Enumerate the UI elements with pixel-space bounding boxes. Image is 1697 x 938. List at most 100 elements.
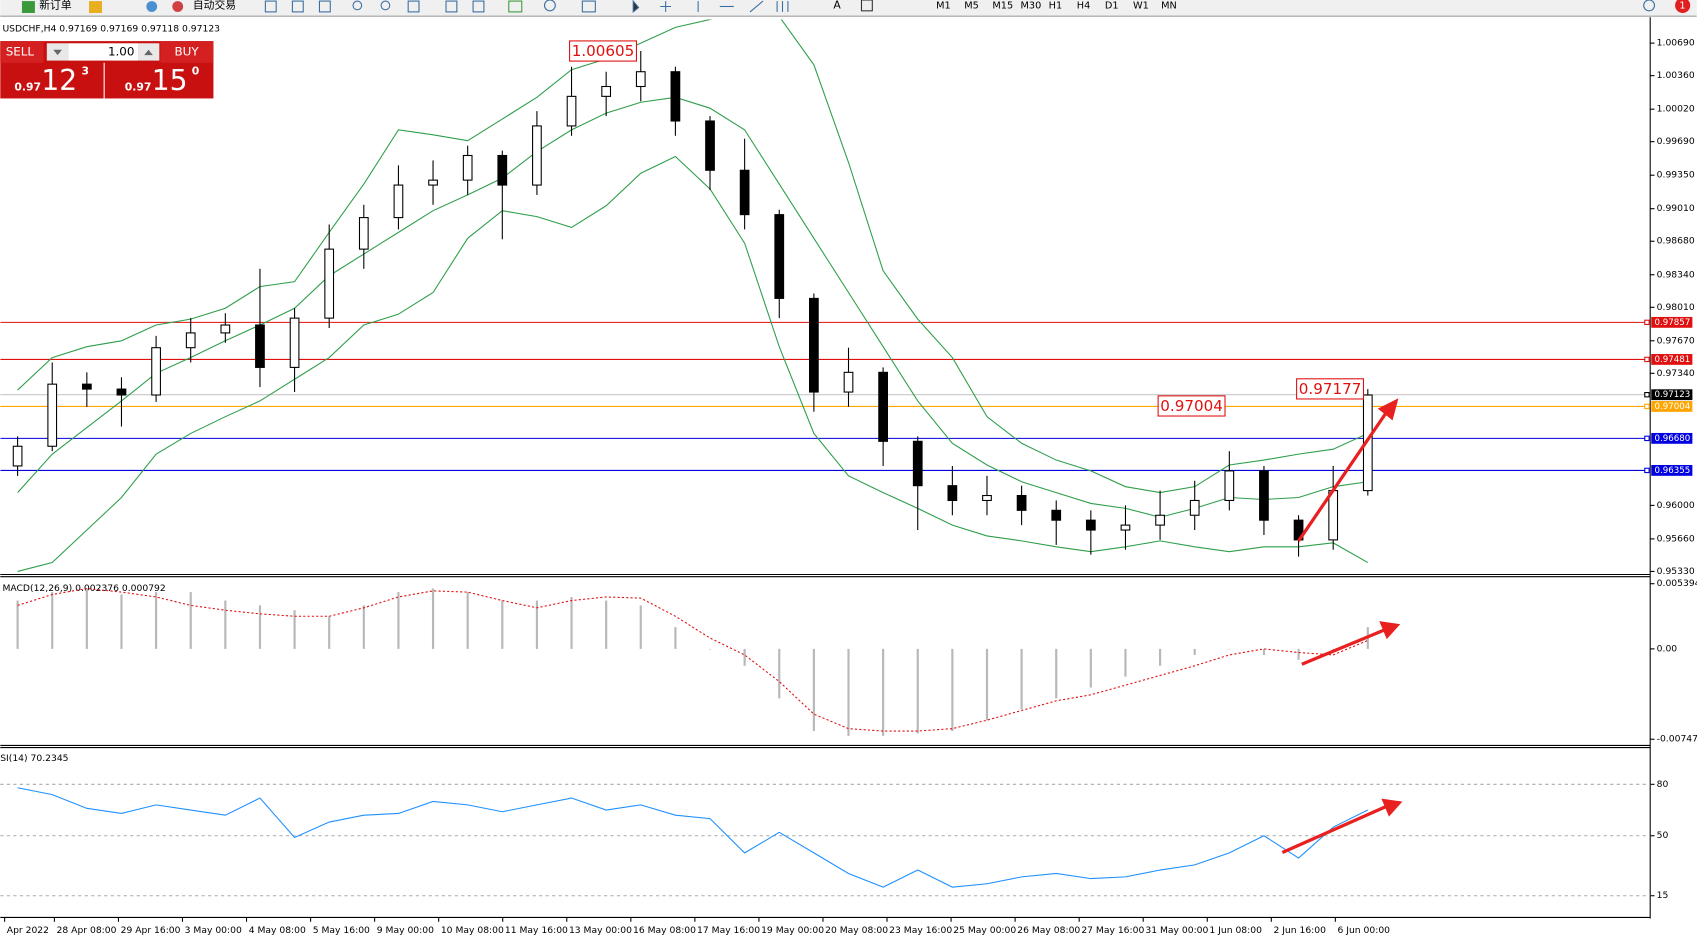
panel-title: USDCHF,H4 0.97169 0.97169 0.97118 0.9712… [2, 24, 220, 35]
ask-frac[interactable]: 0 [192, 64, 200, 77]
timeframe-button[interactable]: M15 [992, 0, 1013, 11]
price-level-label: 0.96680 [1655, 434, 1691, 444]
macd-bar [120, 594, 123, 649]
timeframe-button[interactable]: H1 [1049, 0, 1063, 11]
y-tick-label: 80 [1657, 779, 1669, 790]
x-tick-label: 1 Jun 08:00 [1209, 925, 1262, 936]
price-level-tag [1651, 401, 1693, 412]
macd-bar [674, 627, 677, 649]
candle-body [289, 317, 300, 368]
timeframe-button[interactable]: M1 [936, 0, 951, 11]
price-annotation: 0.97177 [1299, 380, 1362, 398]
tool-label[interactable]: A [833, 0, 841, 11]
candle-body [81, 383, 92, 390]
x-tick-label: 6 Jun 00:00 [1338, 925, 1391, 936]
panel-title: MACD(12,26,9) 0.002376 0.000792 [2, 583, 165, 594]
buy-button[interactable] [160, 41, 214, 63]
candle-body [1051, 509, 1062, 521]
price-level-label: 0.97004 [1655, 402, 1691, 412]
x-tick-label: 19 May 00:00 [761, 925, 824, 936]
timeframe-button[interactable]: D1 [1105, 0, 1119, 11]
macd-bar [431, 588, 435, 649]
buy-label[interactable]: BUY [174, 44, 199, 58]
y-tick-label: 0.98010 [1657, 302, 1695, 313]
toolbar-button[interactable]: 新订单 [39, 0, 72, 11]
annotation-box [569, 40, 637, 62]
macd-bar [605, 600, 608, 649]
y-tick-label: 0.95660 [1657, 533, 1695, 544]
price-level-marker [1644, 392, 1650, 398]
candle-body [116, 388, 127, 396]
text-tool[interactable] [860, 0, 873, 12]
candle-body [47, 383, 58, 447]
y-tick-label: 15 [1657, 890, 1669, 901]
candle-body [12, 445, 23, 467]
candle-body [1016, 494, 1027, 511]
ask-big[interactable]: 0.97 [125, 81, 152, 94]
toolbar [0, 0, 1697, 17]
icon[interactable] [89, 1, 102, 13]
macd-bar [155, 592, 158, 649]
bid-big[interactable]: 0.97 [14, 81, 41, 94]
candle-body [1328, 490, 1339, 541]
notification-badge[interactable] [1675, 0, 1691, 13]
sell-label[interactable]: SELL [6, 44, 35, 58]
candle-body [843, 371, 854, 393]
macd-bar [1332, 648, 1335, 650]
candle-body [532, 125, 542, 186]
macd-bar [1020, 648, 1023, 710]
x-tick-label: 31 May 00:00 [1145, 925, 1208, 936]
candle-body [185, 332, 196, 349]
y-tick-label: 0.97340 [1657, 368, 1695, 379]
candle-body [497, 154, 508, 186]
candle-body [912, 440, 923, 487]
macd-bar [882, 648, 885, 736]
y-tick-label: 0.99010 [1657, 203, 1695, 214]
x-tick-label: 10 May 08:00 [441, 925, 504, 936]
macd-bar [1193, 648, 1196, 655]
autotrade-icon[interactable] [172, 1, 184, 12]
ask-pips[interactable]: 15 [152, 64, 188, 97]
y-tick-label: 1.00020 [1657, 104, 1695, 115]
timeframe-button[interactable]: H4 [1077, 0, 1091, 11]
lots-input[interactable] [68, 43, 139, 61]
bid-frac[interactable]: 3 [81, 64, 89, 77]
candle-body [324, 248, 335, 319]
plots: USDCHF,H4 0.97169 0.97169 0.97118 0.9712… [0, 19, 1697, 936]
timeframe-button[interactable]: MN [1161, 0, 1177, 11]
bid-pips[interactable]: 12 [41, 64, 77, 97]
signal-line [17, 587, 1369, 732]
macd-bar [778, 648, 781, 699]
sell-button[interactable] [0, 41, 44, 63]
y-tick-label: 50 [1657, 830, 1669, 841]
timeframe-button[interactable]: M5 [964, 0, 979, 11]
x-tick-label: 11 May 16:00 [505, 925, 568, 936]
x-tick-label: 9 May 00:00 [377, 925, 434, 936]
macd-bar [1159, 648, 1162, 666]
candle-body [220, 324, 231, 334]
toolbar-icons [264, 0, 789, 14]
macd-bar [951, 648, 954, 732]
macd-bar [1055, 648, 1058, 699]
price-level-label: 0.97123 [1655, 390, 1691, 400]
panel: RSI(14) 70.2345 80 50 15 [0, 753, 1669, 901]
chart-area [0, 17, 1651, 919]
lots-value[interactable]: 1.00 [108, 44, 134, 58]
timeframe-button[interactable]: W1 [1133, 0, 1149, 11]
toolbar-button[interactable]: 自动交易 [193, 0, 236, 11]
search-icon[interactable] [1643, 0, 1656, 12]
price-level-label: 0.97481 [1655, 355, 1691, 365]
down-arrow [53, 49, 62, 56]
price-level-tag [1651, 389, 1693, 401]
panel: USDCHF,H4 0.97169 0.97169 0.97118 0.9712… [0, 19, 1695, 936]
icon[interactable] [146, 1, 158, 12]
candle-body [1120, 524, 1131, 531]
y-tick-label: 0.99690 [1657, 136, 1695, 147]
macd-bar [397, 592, 400, 649]
x-tick-label: 3 May 00:00 [185, 925, 242, 936]
y-tick-label: 0.005394 [1657, 578, 1697, 589]
new-order-icon[interactable] [21, 1, 35, 13]
timeframe-button[interactable]: M30 [1021, 0, 1042, 11]
price-level-marker [1644, 319, 1650, 326]
